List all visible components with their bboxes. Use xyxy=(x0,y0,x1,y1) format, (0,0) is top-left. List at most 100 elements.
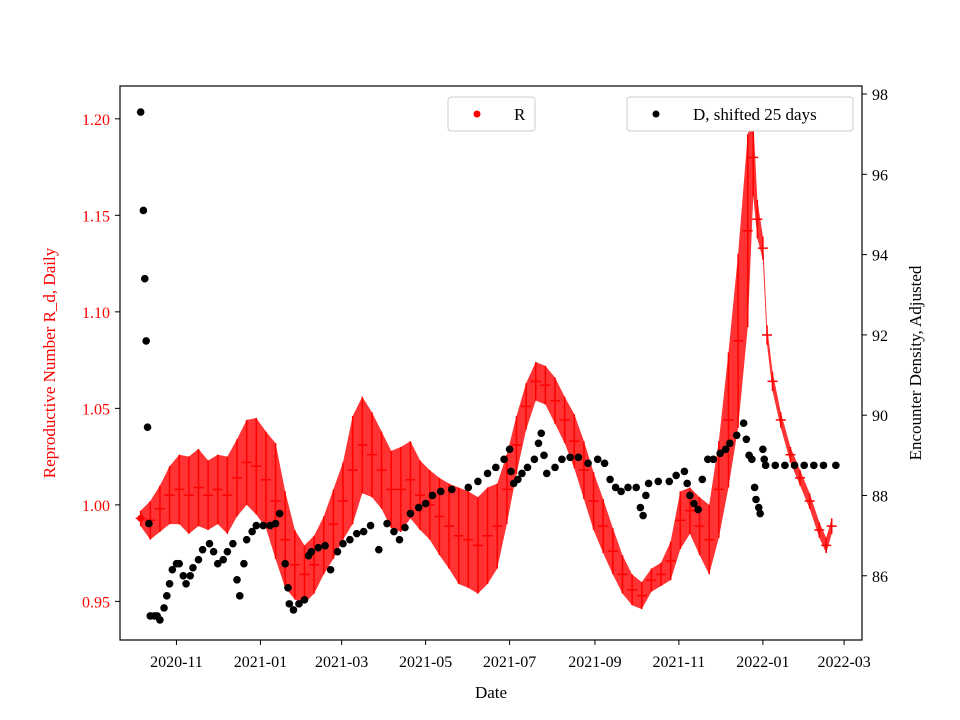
x-tick-label: 2021-05 xyxy=(399,654,452,671)
left-y-tick-label: 1.00 xyxy=(82,498,110,515)
left-y-tick-label: 1.15 xyxy=(82,208,110,225)
d-point xyxy=(179,571,188,580)
x-tick-label: 2021-09 xyxy=(568,654,621,671)
d-point xyxy=(483,469,492,478)
d-point xyxy=(240,559,248,568)
d-point xyxy=(694,505,702,514)
d-point xyxy=(281,559,289,568)
d-point xyxy=(163,592,171,600)
d-point xyxy=(686,491,694,500)
d-point xyxy=(636,503,645,512)
d-point xyxy=(574,453,583,462)
d-point xyxy=(414,503,423,512)
d-point xyxy=(537,429,546,438)
d-point xyxy=(233,575,241,584)
d-point xyxy=(742,435,751,444)
d-point xyxy=(540,451,548,460)
legend-d-label: D, shifted 25 days xyxy=(693,105,817,124)
d-point xyxy=(584,459,592,468)
d-point xyxy=(321,541,329,550)
d-point xyxy=(534,439,543,448)
d-point xyxy=(558,455,566,464)
d-point xyxy=(139,206,148,215)
d-point xyxy=(732,431,741,440)
d-point xyxy=(252,521,261,530)
d-point xyxy=(140,274,149,283)
d-point xyxy=(143,423,152,432)
d-point xyxy=(259,521,267,530)
d-point xyxy=(156,616,164,624)
r-error-band-area xyxy=(140,118,832,610)
d-point xyxy=(683,479,691,488)
right-y-tick-label: 94 xyxy=(872,248,888,265)
d-point xyxy=(492,463,500,472)
x-tick-label: 2021-01 xyxy=(234,654,287,671)
d-point xyxy=(275,509,284,518)
d-point xyxy=(726,439,734,448)
d-point xyxy=(756,509,764,518)
right-y-tick-label: 96 xyxy=(872,167,888,184)
x-axis: 2020-11 2021-01 2021-03 2021-05 2021-07 2021-… xyxy=(150,640,871,671)
d-point xyxy=(739,419,748,428)
d-point xyxy=(213,559,222,568)
d-point xyxy=(566,453,574,462)
d-point xyxy=(690,499,698,508)
d-point xyxy=(271,519,280,528)
d-point xyxy=(790,461,799,470)
d-point xyxy=(289,606,298,614)
d-point xyxy=(366,521,375,530)
d-point xyxy=(709,455,718,464)
d-point xyxy=(295,600,303,608)
d-point xyxy=(186,571,195,580)
d-point xyxy=(401,523,409,532)
right-y-axis: 86 88 90 92 94 96 98 xyxy=(862,87,888,586)
d-point xyxy=(810,461,818,470)
d-series xyxy=(136,108,840,624)
d-point xyxy=(359,527,368,536)
r-error-band xyxy=(140,118,832,610)
d-point xyxy=(307,547,316,556)
d-point xyxy=(754,503,763,512)
right-y-tick-label: 92 xyxy=(872,328,888,345)
d-point xyxy=(205,539,214,548)
x-tick-label: 2021-03 xyxy=(315,654,368,671)
d-point xyxy=(721,445,730,454)
x-tick-label: 2021-11 xyxy=(653,654,706,671)
d-point xyxy=(518,469,526,478)
legend-d: D, shifted 25 days xyxy=(626,96,854,132)
right-y-tick-label: 86 xyxy=(872,569,888,586)
d-point xyxy=(617,487,625,496)
d-point xyxy=(642,491,650,500)
d-point xyxy=(182,579,190,588)
left-y-axis: 0.95 1.00 1.05 1.10 1.15 1.20 xyxy=(82,112,120,611)
d-point xyxy=(145,519,153,528)
d-point xyxy=(136,108,145,116)
x-axis-label: Date xyxy=(475,683,507,702)
d-point xyxy=(175,559,183,568)
legend-r-marker xyxy=(473,110,481,118)
d-point xyxy=(390,527,398,536)
d-point xyxy=(761,461,770,470)
d-point xyxy=(242,535,251,544)
d-point xyxy=(421,499,430,508)
d-point xyxy=(832,461,840,470)
d-point xyxy=(428,491,437,500)
d-point xyxy=(436,487,445,496)
d-point xyxy=(551,463,559,472)
d-point xyxy=(235,592,244,600)
d-point xyxy=(333,547,342,556)
x-tick-label: 2022-03 xyxy=(817,654,870,671)
legend-r-label: R xyxy=(514,105,526,124)
d-point xyxy=(189,563,197,572)
d-point xyxy=(168,565,177,574)
d-point xyxy=(223,547,232,556)
d-point xyxy=(500,455,508,464)
d-point xyxy=(654,477,663,486)
d-point xyxy=(644,479,653,488)
d-point xyxy=(229,539,237,548)
d-point xyxy=(284,584,292,592)
d-point xyxy=(665,477,674,486)
d-point xyxy=(781,461,789,470)
d-point xyxy=(639,511,647,520)
